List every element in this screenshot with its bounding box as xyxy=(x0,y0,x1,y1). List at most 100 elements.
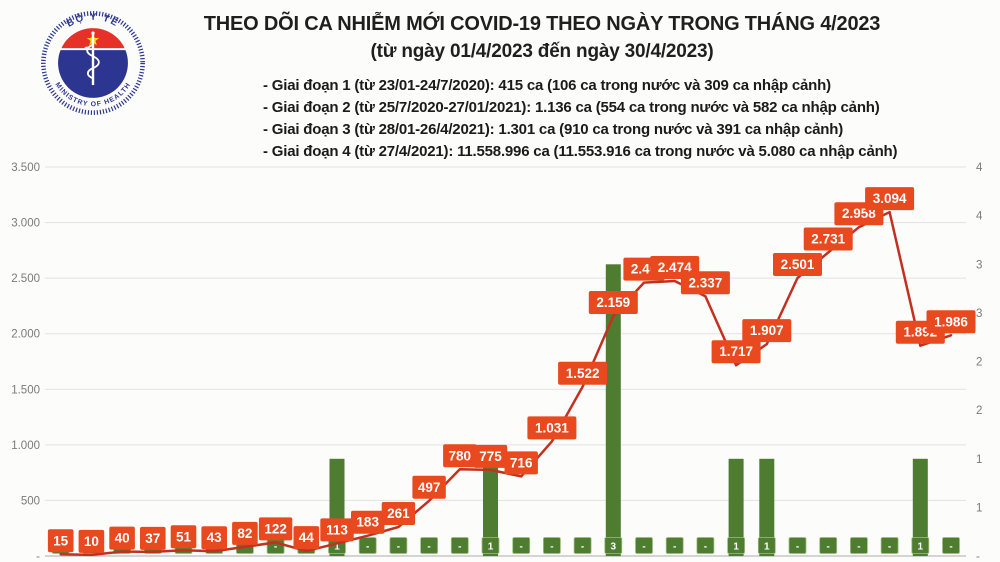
case-label: 1.031 xyxy=(535,420,569,435)
case-label-box xyxy=(412,475,446,499)
death-label: - xyxy=(704,542,707,553)
phase-note-1: - Giai đoạn 1 (từ 23/01-24/7/2020): 415 … xyxy=(263,77,831,94)
death-label: - xyxy=(397,542,400,553)
case-label-box xyxy=(926,310,976,334)
death-bar xyxy=(483,458,498,557)
death-label: - xyxy=(796,542,799,553)
death-label-box xyxy=(573,537,592,554)
left-axis-tick: 3.500 xyxy=(11,162,40,174)
case-label: 3.094 xyxy=(873,191,907,206)
left-axis-tick: 1.500 xyxy=(11,384,40,396)
death-label-box xyxy=(727,537,745,554)
right-axis-tick: 2 xyxy=(976,357,982,369)
death-label-box xyxy=(696,537,715,554)
phase-note-3: - Giai đoạn 3 (từ 28/01-26/4/2021): 1.30… xyxy=(263,121,844,138)
case-label: 2.474 xyxy=(658,260,692,275)
case-label: 2.731 xyxy=(811,232,845,247)
case-label-box xyxy=(803,227,853,251)
right-axis-tick: 2 xyxy=(976,405,982,417)
death-label-box xyxy=(543,537,561,554)
death-label-box xyxy=(850,537,868,554)
death-label-box xyxy=(358,537,377,554)
case-label-box xyxy=(773,253,822,276)
page-subtitle: (từ ngày 01/4/2023 đến ngày 30/4/2023) xyxy=(370,41,714,62)
death-bar xyxy=(759,458,775,557)
chart-header: THEO DÕI CA NHIỄM MỚI COVID-19 THEO NGÀY… xyxy=(92,12,992,63)
case-label: 183 xyxy=(356,515,379,530)
case-label-box xyxy=(78,529,105,553)
death-label-box xyxy=(911,537,930,554)
death-label-box xyxy=(665,537,684,554)
case-label: 775 xyxy=(479,449,502,464)
death-bar xyxy=(912,458,928,557)
case-label-box xyxy=(588,291,638,314)
death-label: 1 xyxy=(733,542,739,553)
case-label-box xyxy=(473,444,508,468)
right-axis-tick: 4 xyxy=(976,211,983,223)
left-axis-tick: - xyxy=(36,551,40,562)
case-label-box xyxy=(504,451,538,475)
right-axis-tick: 1 xyxy=(976,502,982,514)
death-label-box xyxy=(819,537,838,554)
moh-logo: BỘ Y TẾ MINISTRY OF HEALTH xyxy=(41,11,145,115)
death-label-box xyxy=(788,537,807,554)
death-label: - xyxy=(888,542,891,553)
case-label: 43 xyxy=(207,530,223,545)
case-label-box xyxy=(109,526,135,550)
death-bar xyxy=(605,264,621,557)
case-label: 37 xyxy=(145,531,160,546)
case-label-box xyxy=(47,529,74,553)
case-label: 10 xyxy=(84,534,99,549)
case-label-box xyxy=(170,525,197,549)
case-label: 113 xyxy=(326,522,348,537)
death-label: - xyxy=(857,542,860,553)
case-label-box xyxy=(443,444,477,468)
death-label-box xyxy=(880,537,899,554)
case-label: 2.159 xyxy=(596,295,630,310)
case-label-box xyxy=(232,521,258,545)
case-label: 261 xyxy=(387,506,410,521)
right-axis-tick: 1 xyxy=(976,454,982,466)
left-axis-tick: 2.500 xyxy=(11,273,40,285)
death-label: - xyxy=(520,542,523,553)
case-label-box xyxy=(558,361,608,385)
right-axis-tick: 3 xyxy=(976,308,982,320)
death-label: - xyxy=(673,542,676,553)
death-bar xyxy=(728,458,744,557)
phase-notes: - Giai đoạn 1 (từ 23/01-24/7/2020): 415 … xyxy=(263,75,898,163)
death-label-box xyxy=(635,537,653,554)
case-label: 1.907 xyxy=(750,323,784,338)
death-label: - xyxy=(827,542,830,553)
death-label-box xyxy=(757,537,776,554)
case-label-box xyxy=(680,271,730,295)
case-label: 1.986 xyxy=(934,314,968,329)
case-label: 1.717 xyxy=(719,344,753,359)
case-label: 2.337 xyxy=(689,275,723,290)
death-label-box xyxy=(512,537,531,554)
case-label-box xyxy=(258,517,293,541)
death-label: - xyxy=(366,542,369,553)
page-title: THEO DÕI CA NHIỄM MỚI COVID-19 THEO NGÀY… xyxy=(203,13,881,35)
case-label: 780 xyxy=(449,448,472,463)
left-axis-tick: 500 xyxy=(21,495,40,507)
death-label: - xyxy=(458,542,461,553)
death-label: - xyxy=(581,542,584,553)
left-axis-tick: 2.000 xyxy=(11,329,40,341)
left-axis-tick: 1.000 xyxy=(11,440,40,452)
case-label-box xyxy=(320,518,354,542)
case-label-box xyxy=(381,502,416,525)
death-label: - xyxy=(642,542,645,553)
death-label-box xyxy=(604,537,623,554)
case-label: 51 xyxy=(176,529,192,544)
death-label-box xyxy=(450,537,469,554)
case-label: 82 xyxy=(237,526,252,541)
left-axis-tick: 3.000 xyxy=(11,218,40,230)
case-label-box xyxy=(865,187,915,211)
right-axis-tick: - xyxy=(976,551,980,562)
case-label: 40 xyxy=(115,531,130,546)
case-label: 497 xyxy=(418,480,441,495)
death-label: 3 xyxy=(611,542,617,553)
case-label-box xyxy=(201,526,227,550)
death-label-box xyxy=(420,537,439,554)
